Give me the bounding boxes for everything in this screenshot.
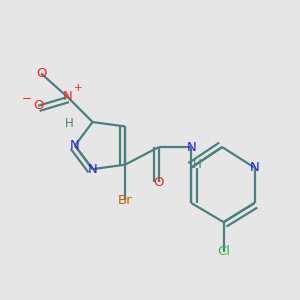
Text: H: H — [193, 158, 202, 171]
Text: O: O — [36, 67, 46, 80]
Text: N: N — [63, 91, 72, 103]
Text: Br: Br — [118, 194, 132, 207]
Text: H: H — [65, 117, 74, 130]
Text: N: N — [70, 139, 80, 152]
Text: +: + — [74, 83, 83, 93]
Text: −: − — [22, 92, 32, 105]
Text: O: O — [154, 176, 164, 189]
Text: N: N — [186, 141, 196, 154]
Text: N: N — [88, 163, 98, 176]
Text: N: N — [250, 161, 260, 174]
Text: O: O — [33, 99, 44, 112]
Text: Cl: Cl — [217, 245, 230, 258]
